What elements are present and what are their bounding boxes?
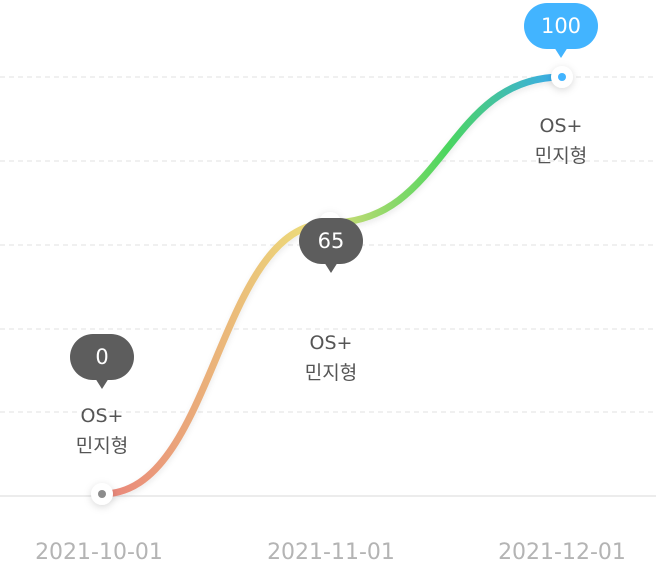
data-point-label: 민지형 [305,362,357,384]
value-bubble-body [524,3,598,49]
data-point-dot [98,490,106,498]
x-tick-label: 2021-11-01 [267,540,395,565]
x-axis: 2021-10-01 2021-11-01 2021-12-01 [35,540,626,565]
value-bubble: 65 [299,218,363,273]
data-value-label: 65 [318,229,345,253]
data-point-group: 65 OS+ 민지형 [299,211,363,384]
value-bubble: 100 [524,3,598,58]
data-point-label: 민지형 [535,145,587,167]
data-point-label: OS+ [81,405,124,427]
value-bubble: 0 [70,334,134,389]
gridlines [0,76,656,497]
data-point-label: OS+ [540,115,583,137]
x-tick-label: 2021-10-01 [35,540,163,565]
data-point-dot [558,73,566,81]
data-value-label: 0 [95,345,108,369]
series-line [98,73,566,498]
value-bubble-pointer [554,47,568,58]
data-points: 0 OS+ 민지형 65 OS+ 민지형 100 OS+ 민지형 [70,3,598,505]
value-bubble-body [299,218,363,264]
series-line-layer [98,73,566,498]
data-point-group: 0 OS+ 민지형 [70,334,134,505]
data-point-label: OS+ [310,332,353,354]
x-tick-label: 2021-12-01 [498,540,626,565]
data-point-label: 민지형 [76,435,128,457]
data-value-label: 100 [541,14,581,38]
value-bubble-pointer [324,262,338,273]
value-bubble-pointer [95,378,109,389]
data-point-group: 100 OS+ 민지형 [524,3,598,167]
value-bubble-body [70,334,134,380]
